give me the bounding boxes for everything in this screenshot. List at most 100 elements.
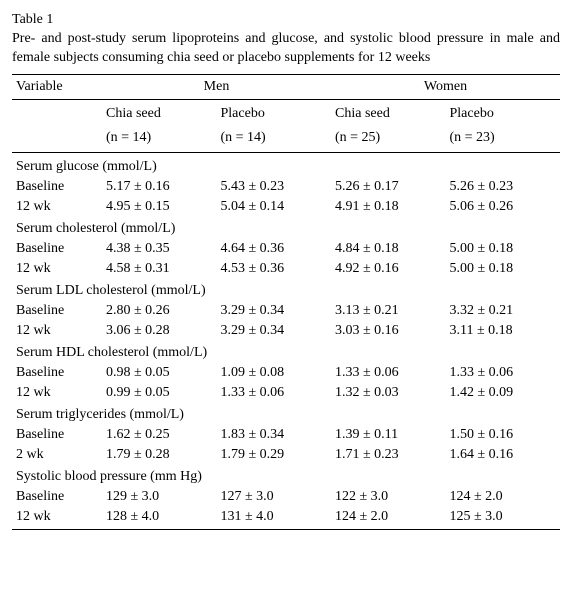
row-label: Baseline: [12, 239, 102, 259]
women-placebo-value: 3.32 ± 0.21: [446, 301, 561, 321]
men-chia-label: Chia seed: [102, 102, 217, 126]
women-chia-value: 1.71 ± 0.23: [331, 445, 446, 465]
table-1: Table 1 Pre- and post-study serum lipopr…: [12, 12, 560, 532]
table-row: 12 wk3.06 ± 0.283.29 ± 0.343.03 ± 0.163.…: [12, 321, 560, 341]
men-chia-value: 1.62 ± 0.25: [102, 425, 217, 445]
men-chia-value: 0.98 ± 0.05: [102, 363, 217, 383]
women-chia-value: 1.33 ± 0.06: [331, 363, 446, 383]
men-chia-value: 5.17 ± 0.16: [102, 177, 217, 197]
row-label: Baseline: [12, 487, 102, 507]
row-label: 12 wk: [12, 197, 102, 217]
section-title-row: Serum glucose (mmol/L): [12, 155, 560, 177]
table-caption: Pre- and post-study serum lipoproteins a…: [12, 30, 560, 68]
row-label: 12 wk: [12, 507, 102, 527]
men-placebo-value: 131 ± 4.0: [217, 507, 332, 527]
women-header: Women: [331, 77, 560, 97]
men-placebo-value: 1.83 ± 0.34: [217, 425, 332, 445]
men-chia-value: 0.99 ± 0.05: [102, 383, 217, 403]
women-placebo-value: 5.00 ± 0.18: [446, 239, 561, 259]
table-row: Baseline0.98 ± 0.051.09 ± 0.081.33 ± 0.0…: [12, 363, 560, 383]
section-title-row: Serum triglycerides (mmol/L): [12, 403, 560, 425]
women-placebo-value: 1.50 ± 0.16: [446, 425, 561, 445]
men-placebo-n: (n = 14): [217, 126, 332, 150]
women-placebo-value: 1.33 ± 0.06: [446, 363, 561, 383]
row-label: 2 wk: [12, 445, 102, 465]
men-chia-n: (n = 14): [102, 126, 217, 150]
men-placebo-label: Placebo: [217, 102, 332, 126]
women-chia-value: 5.26 ± 0.17: [331, 177, 446, 197]
section-title-row: Serum cholesterol (mmol/L): [12, 217, 560, 239]
row-label: 12 wk: [12, 383, 102, 403]
section-title: Serum cholesterol (mmol/L): [12, 217, 560, 239]
row-label: 12 wk: [12, 259, 102, 279]
mid-rule-2: [12, 152, 560, 153]
men-chia-value: 3.06 ± 0.28: [102, 321, 217, 341]
section-title: Systolic blood pressure (mm Hg): [12, 465, 560, 487]
men-chia-value: 4.95 ± 0.15: [102, 197, 217, 217]
section-title-row: Systolic blood pressure (mm Hg): [12, 465, 560, 487]
section-title: Serum glucose (mmol/L): [12, 155, 560, 177]
women-chia-value: 4.92 ± 0.16: [331, 259, 446, 279]
men-placebo-value: 4.53 ± 0.36: [217, 259, 332, 279]
women-chia-value: 4.84 ± 0.18: [331, 239, 446, 259]
top-rule: [12, 74, 560, 75]
table-row: 12 wk128 ± 4.0131 ± 4.0124 ± 2.0125 ± 3.…: [12, 507, 560, 527]
row-label: Baseline: [12, 301, 102, 321]
table-row: Baseline2.80 ± 0.263.29 ± 0.343.13 ± 0.2…: [12, 301, 560, 321]
table-row: 12 wk0.99 ± 0.051.33 ± 0.061.32 ± 0.031.…: [12, 383, 560, 403]
men-chia-value: 4.38 ± 0.35: [102, 239, 217, 259]
women-placebo-value: 124 ± 2.0: [446, 487, 561, 507]
women-placebo-value: 5.06 ± 0.26: [446, 197, 561, 217]
table-row: Baseline129 ± 3.0127 ± 3.0122 ± 3.0124 ±…: [12, 487, 560, 507]
row-label: Baseline: [12, 425, 102, 445]
row-label: 12 wk: [12, 321, 102, 341]
men-chia-value: 2.80 ± 0.26: [102, 301, 217, 321]
men-header: Men: [102, 77, 331, 97]
bottom-rule: [12, 529, 560, 530]
men-chia-value: 128 ± 4.0: [102, 507, 217, 527]
men-chia-value: 4.58 ± 0.31: [102, 259, 217, 279]
mid-rule-1: [12, 99, 560, 100]
table-row: 12 wk4.95 ± 0.155.04 ± 0.144.91 ± 0.185.…: [12, 197, 560, 217]
men-placebo-value: 3.29 ± 0.34: [217, 301, 332, 321]
women-chia-value: 1.39 ± 0.11: [331, 425, 446, 445]
table-label: Table 1: [12, 12, 560, 28]
women-chia-value: 3.03 ± 0.16: [331, 321, 446, 341]
women-chia-value: 3.13 ± 0.21: [331, 301, 446, 321]
row-label: Baseline: [12, 363, 102, 383]
women-placebo-value: 5.26 ± 0.23: [446, 177, 561, 197]
men-placebo-value: 1.09 ± 0.08: [217, 363, 332, 383]
women-chia-value: 1.32 ± 0.03: [331, 383, 446, 403]
data-table: Variable Men Women Chia seed Placebo Chi…: [12, 77, 560, 532]
women-placebo-label: Placebo: [446, 102, 561, 126]
women-chia-value: 124 ± 2.0: [331, 507, 446, 527]
table-row: 2 wk1.79 ± 0.281.79 ± 0.291.71 ± 0.231.6…: [12, 445, 560, 465]
header-row-1: Variable Men Women: [12, 77, 560, 97]
table-row: Baseline4.38 ± 0.354.64 ± 0.364.84 ± 0.1…: [12, 239, 560, 259]
row-label: Baseline: [12, 177, 102, 197]
women-chia-value: 4.91 ± 0.18: [331, 197, 446, 217]
section-title-row: Serum HDL cholesterol (mmol/L): [12, 341, 560, 363]
men-placebo-value: 3.29 ± 0.34: [217, 321, 332, 341]
header-row-3: (n = 14) (n = 14) (n = 25) (n = 23): [12, 126, 560, 150]
women-placebo-value: 5.00 ± 0.18: [446, 259, 561, 279]
women-chia-n: (n = 25): [331, 126, 446, 150]
women-placebo-value: 1.64 ± 0.16: [446, 445, 561, 465]
men-chia-value: 129 ± 3.0: [102, 487, 217, 507]
table-row: 12 wk4.58 ± 0.314.53 ± 0.364.92 ± 0.165.…: [12, 259, 560, 279]
women-placebo-value: 1.42 ± 0.09: [446, 383, 561, 403]
header-row-2: Chia seed Placebo Chia seed Placebo: [12, 102, 560, 126]
men-placebo-value: 5.04 ± 0.14: [217, 197, 332, 217]
women-placebo-value: 125 ± 3.0: [446, 507, 561, 527]
women-chia-value: 122 ± 3.0: [331, 487, 446, 507]
section-title-row: Serum LDL cholesterol (mmol/L): [12, 279, 560, 301]
men-placebo-value: 127 ± 3.0: [217, 487, 332, 507]
variable-header: Variable: [12, 77, 102, 97]
women-placebo-value: 3.11 ± 0.18: [446, 321, 561, 341]
table-row: Baseline1.62 ± 0.251.83 ± 0.341.39 ± 0.1…: [12, 425, 560, 445]
section-title: Serum triglycerides (mmol/L): [12, 403, 560, 425]
men-chia-value: 1.79 ± 0.28: [102, 445, 217, 465]
men-placebo-value: 1.33 ± 0.06: [217, 383, 332, 403]
men-placebo-value: 5.43 ± 0.23: [217, 177, 332, 197]
men-placebo-value: 4.64 ± 0.36: [217, 239, 332, 259]
